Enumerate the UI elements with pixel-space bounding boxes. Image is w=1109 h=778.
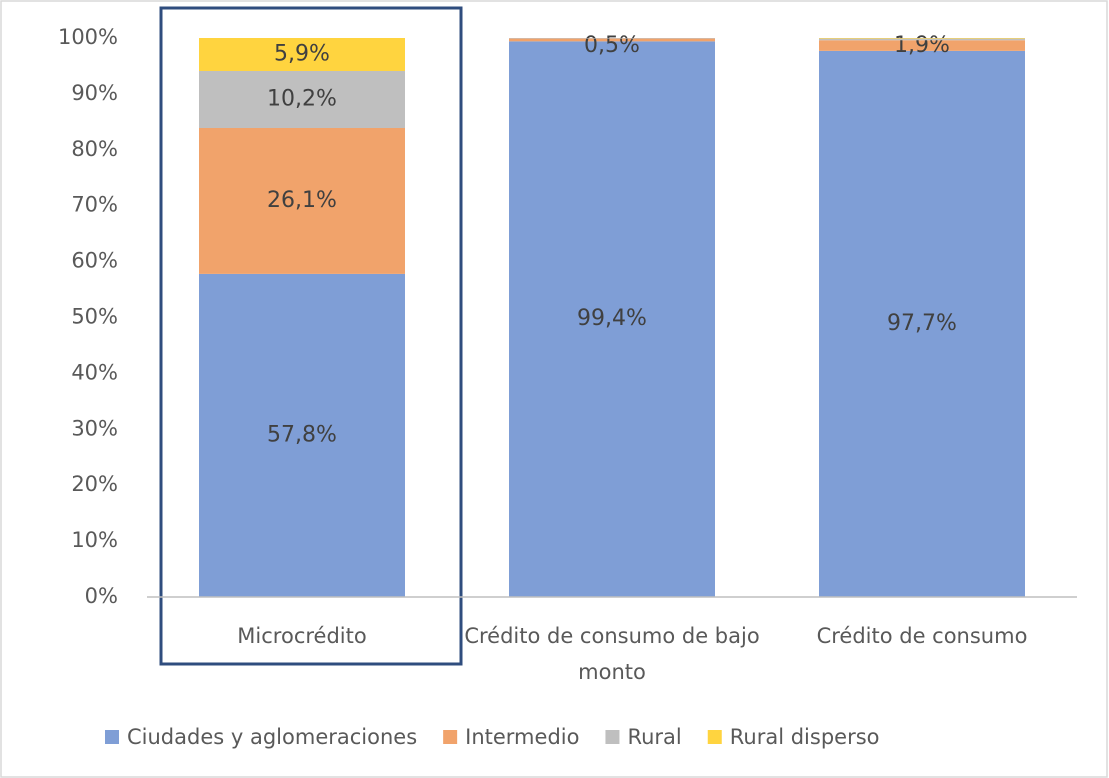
y-tick-label: 40% xyxy=(71,360,118,384)
legend-label: Rural xyxy=(627,725,681,749)
bar-segment xyxy=(199,127,405,274)
bar-segment xyxy=(819,38,1025,39)
data-label: 26,1% xyxy=(267,188,337,213)
legend-label: Intermedio xyxy=(465,725,579,749)
data-label: 97,7% xyxy=(887,311,957,336)
x-tick-label: Crédito de consumo de bajo monto xyxy=(464,624,759,684)
data-label: 99,4% xyxy=(577,306,647,331)
data-label: 57,8% xyxy=(267,422,337,447)
legend-swatch xyxy=(105,730,119,744)
bar-segment xyxy=(819,40,1025,51)
highlight-box xyxy=(159,6,463,666)
y-tick-label: 70% xyxy=(71,193,118,217)
legend-swatch xyxy=(605,730,620,744)
bar-segment xyxy=(199,70,405,128)
legend-swatch xyxy=(443,730,458,744)
legend-swatch xyxy=(707,730,722,744)
data-label: 5,9% xyxy=(274,41,330,66)
bar-segment xyxy=(199,273,405,597)
bar-segment xyxy=(509,41,715,597)
y-tick-label: 100% xyxy=(58,25,118,49)
bar-segment xyxy=(509,38,715,39)
y-tick-label: 10% xyxy=(71,528,118,552)
data-label: 0,5% xyxy=(584,33,640,58)
data-label: 1,9% xyxy=(894,33,950,58)
y-tick-label: 90% xyxy=(71,81,118,105)
y-tick-label: 0% xyxy=(85,584,118,608)
y-tick-label: 30% xyxy=(71,416,118,440)
data-label: 10,2% xyxy=(267,86,337,111)
y-tick-label: 80% xyxy=(71,137,118,161)
legend-label: Ciudades y aglomeraciones xyxy=(127,725,417,749)
y-tick-label: 50% xyxy=(71,305,118,329)
bar-segment xyxy=(199,38,405,71)
bar-segment xyxy=(819,38,1025,41)
bar-segment xyxy=(509,38,715,42)
y-tick-label: 20% xyxy=(71,472,118,496)
x-tick-label: Microcrédito xyxy=(237,624,366,648)
x-tick-label: Crédito de consumo xyxy=(817,624,1028,648)
legend-label: Rural disperso xyxy=(730,725,880,749)
bar-segment xyxy=(819,50,1025,598)
y-tick-label: 60% xyxy=(71,249,118,273)
